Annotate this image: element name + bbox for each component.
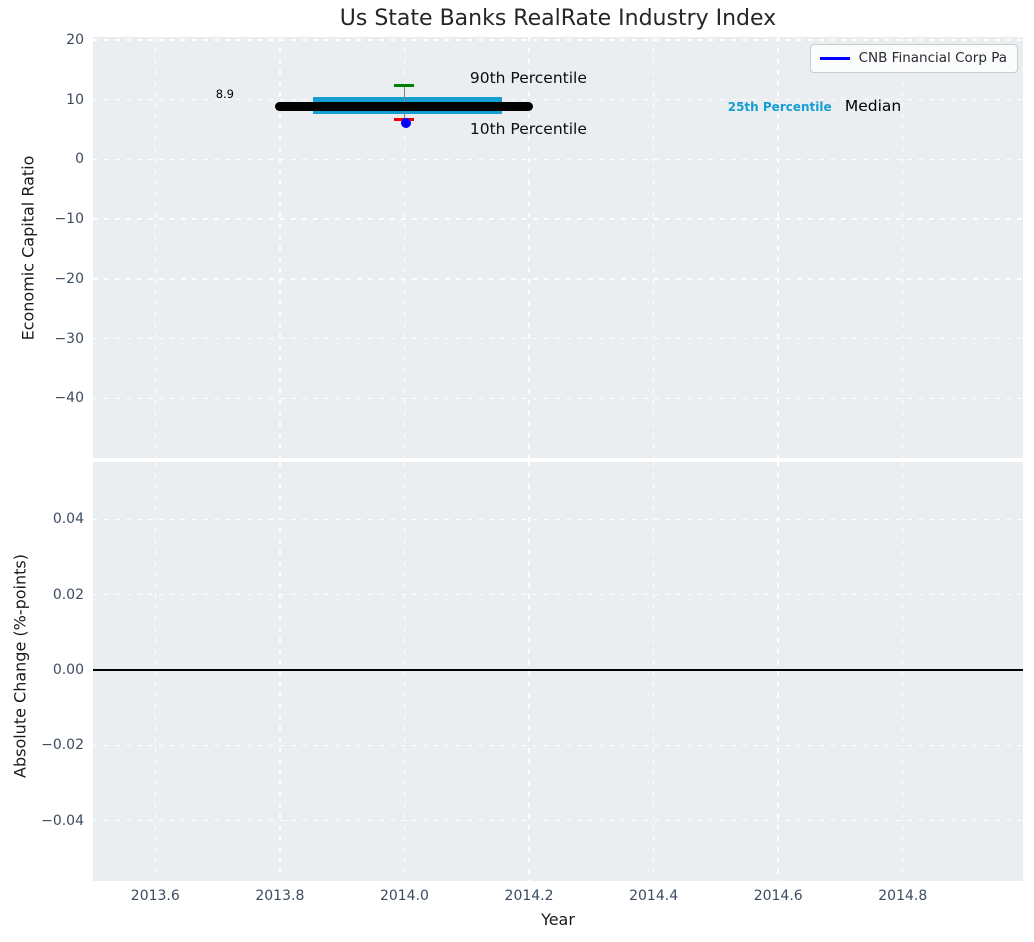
x-tick-label: 2013.8 [255, 888, 305, 904]
y-tick-label: 20 [66, 31, 84, 48]
median-label: Median [844, 97, 902, 116]
y-tick-label: 10 [66, 91, 84, 108]
y-tick-label: 0.04 [52, 511, 84, 528]
x-gridline [403, 37, 406, 458]
y-axis-label-bottom: Absolute Change (%-points) [10, 554, 30, 778]
x-axis-label: Year [541, 910, 575, 929]
percentile-25-label: 25th Percentile [727, 99, 832, 114]
y-tick-label: 0.00 [52, 661, 84, 678]
x-tick-label: 2014.8 [878, 888, 928, 904]
x-gridline [154, 462, 156, 881]
y-tick-label: −0.04 [41, 812, 84, 829]
x-gridline [777, 37, 779, 458]
x-gridline [652, 462, 655, 881]
x-gridline [403, 462, 406, 881]
x-gridline [902, 462, 904, 881]
y-tick-label: −40 [54, 390, 84, 407]
y-tick-label: −20 [54, 270, 84, 287]
y-gridline [93, 218, 1023, 220]
y-axis-label-top: Economic Capital Ratio [18, 155, 38, 341]
percentile-90-label: 90th Percentile [469, 69, 587, 88]
y-tick-label: −30 [54, 330, 84, 347]
zero-line [93, 669, 1023, 671]
y-gridline [93, 158, 1023, 161]
y-gridline [93, 820, 1023, 822]
y-gridline [93, 744, 1023, 747]
percentile-90-cap [394, 83, 415, 87]
legend-line-swatch-icon [819, 56, 850, 60]
median-line [274, 101, 533, 111]
y-tick-label: 0.02 [52, 586, 84, 603]
x-tick-label: 2014.0 [379, 888, 429, 904]
x-gridline [652, 37, 655, 458]
x-gridline [279, 462, 281, 881]
x-tick-label: 2013.6 [130, 888, 180, 904]
y-gridline [93, 99, 1023, 101]
y-gridline [93, 593, 1023, 596]
x-tick-label: 2014.2 [504, 888, 554, 904]
x-tick-label: 2014.4 [629, 888, 679, 904]
median-value-label: 8.9 [215, 86, 234, 101]
chart-title: Us State Banks RealRate Industry Index [339, 6, 777, 31]
y-gridline [93, 337, 1023, 340]
x-gridline [777, 462, 779, 881]
y-gridline [93, 518, 1023, 520]
percentile-10-label: 10th Percentile [469, 119, 587, 138]
y-gridline [93, 278, 1023, 280]
top-plot-area: CNB Financial Corp Pa 20 10 0 −10 −20 −30 −40 8… [54, 32, 1023, 458]
y-gridline [93, 39, 1023, 41]
x-gridline [902, 37, 904, 458]
bottom-plot-area: 0.04 0.02 0.00 −0.02 −0.04 2013.6 2013.8 2014.0… [41, 462, 1023, 904]
y-tick-label: 0 [75, 151, 84, 168]
x-gridline [154, 37, 156, 458]
y-gridline [93, 397, 1023, 399]
x-tick-label: 2014.6 [753, 888, 803, 904]
x-gridline [528, 462, 530, 881]
legend: CNB Financial Corp Pa [809, 44, 1018, 73]
x-gridline [279, 37, 281, 458]
cnb-financial-point [400, 117, 411, 128]
y-tick-label: −0.02 [41, 737, 84, 754]
y-tick-label: −10 [54, 211, 84, 228]
legend-label: CNB Financial Corp Pa [858, 50, 1007, 66]
x-gridline [528, 37, 530, 458]
